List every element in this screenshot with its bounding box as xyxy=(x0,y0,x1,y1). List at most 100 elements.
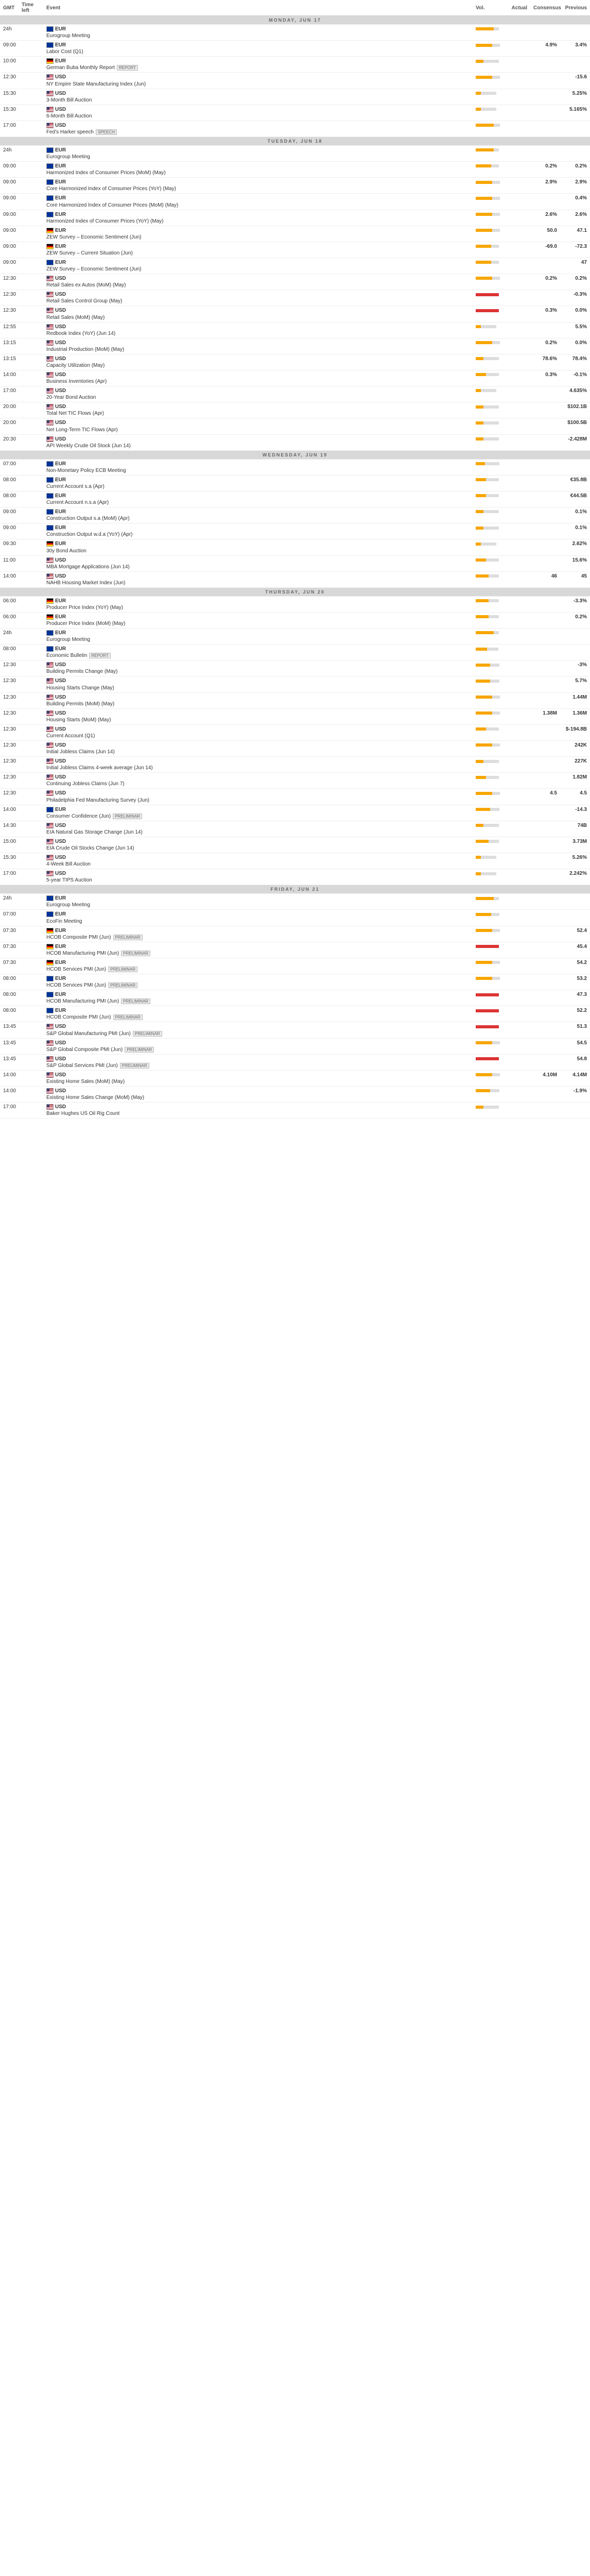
currency-code: EUR xyxy=(55,807,66,812)
event-row[interactable]: 09:00EURCore Harmonized Index of Consume… xyxy=(0,178,590,194)
event-row[interactable]: 12:30USDPhiladelphia Fed Manufacturing S… xyxy=(0,789,590,805)
actual-value xyxy=(506,1087,530,1103)
event-row[interactable]: 12:30USDContinuing Jobless Claims (Jun 7… xyxy=(0,773,590,789)
event-row[interactable]: 12:30USDHousing Starts Change (May)5.7% xyxy=(0,676,590,692)
currency-code: USD xyxy=(55,1024,66,1030)
event-row[interactable]: 12:30USDBuilding Permits Change (May)-3% xyxy=(0,660,590,676)
event-row[interactable]: 10:00EURGerman Buba Monthly ReportREPORT xyxy=(0,57,590,73)
time-left xyxy=(19,89,43,105)
event-row[interactable]: 14:30USDEIA Natural Gas Storage Change (… xyxy=(0,821,590,837)
event-row[interactable]: 20:30USDAPI Weekly Crude Oil Stock (Jun … xyxy=(0,434,590,450)
event-row[interactable]: 09:00EURZEW Survey – Economic Sentiment … xyxy=(0,258,590,274)
event-row[interactable]: 14:00USDExisting Home Sales (MoM) (May)4… xyxy=(0,1070,590,1086)
event-row[interactable]: 14:00EURConsumer Confidence (Jun)PRELIMI… xyxy=(0,805,590,821)
event-row[interactable]: 15:30USD6-Month Bill Auction5.165% xyxy=(0,105,590,121)
volatility-bar xyxy=(473,162,506,178)
event-row[interactable]: 13:45USDS&P Global Composite PMI (Jun)PR… xyxy=(0,1038,590,1054)
event-row[interactable]: 06:00EURProducer Price Index (YoY) (May)… xyxy=(0,596,590,612)
event-row[interactable]: 14:00USDNAHB Housing Market Index (Jun)4… xyxy=(0,571,590,587)
event-row[interactable]: 15:00USDEIA Crude Oil Stocks Change (Jun… xyxy=(0,837,590,853)
event-row[interactable]: 09:00EURConstruction Output s.a (MoM) (A… xyxy=(0,507,590,523)
event-name: EIA Natural Gas Storage Change (Jun 14) xyxy=(46,829,143,835)
event-row[interactable]: 12:30USDRetail Sales ex Autos (MoM) (May… xyxy=(0,274,590,290)
previous-value: -72.3 xyxy=(560,242,590,258)
event-row[interactable]: 07:30EURHCOB Manufacturing PMI (Jun)PREL… xyxy=(0,942,590,958)
consensus-value xyxy=(530,629,560,645)
event-row[interactable]: 09:00EURCore Harmonized Index of Consume… xyxy=(0,194,590,210)
event-row[interactable]: 13:45USDS&P Global Manufacturing PMI (Ju… xyxy=(0,1022,590,1038)
event-row[interactable]: 13:15USDCapacity Utilization (May)78.6%7… xyxy=(0,354,590,370)
consensus-value xyxy=(530,853,560,869)
event-row[interactable]: 07:30EURHCOB Composite PMI (Jun)PRELIMIN… xyxy=(0,926,590,942)
event-name: ZEW Survey – Economic Sentiment (Jun) xyxy=(46,234,142,240)
flag-icon xyxy=(46,823,54,828)
volatility-bar xyxy=(473,629,506,645)
event-name: Labor Cost (Q1) xyxy=(46,49,83,55)
event-row[interactable]: 24hEUREurogroup Meeting xyxy=(0,25,590,41)
currency-code: USD xyxy=(55,839,66,844)
event-name: German Buba Monthly Report xyxy=(46,65,115,71)
event-row[interactable]: 12:55USDRedbook Index (YoY) (Jun 14)5.5% xyxy=(0,322,590,338)
event-row[interactable]: 09:00EURLabor Cost (Q1)4.9%3.4% xyxy=(0,41,590,57)
event-row[interactable]: 08:00EURHCOB Manufacturing PMI (Jun)PREL… xyxy=(0,990,590,1006)
event-row[interactable]: 09:00EURConstruction Output w.d.a (YoY) … xyxy=(0,523,590,539)
event-cell: EUREurogroup Meeting xyxy=(43,145,473,161)
event-row[interactable]: 15:30USD4-Week Bill Auction5.26% xyxy=(0,853,590,869)
event-row[interactable]: 09:00EURHarmonized Index of Consumer Pri… xyxy=(0,210,590,226)
event-row[interactable]: 15:30USD3-Month Bill Auction5.25% xyxy=(0,89,590,105)
event-row[interactable]: 12:30USDInitial Jobless Claims 4-week av… xyxy=(0,757,590,773)
event-row[interactable]: 12:30USDNY Empire State Manufacturing In… xyxy=(0,73,590,89)
event-row[interactable]: 13:45USDS&P Global Services PMI (Jun)PRE… xyxy=(0,1054,590,1070)
event-row[interactable]: 17:00USDBaker Hughes US Oil Rig Count xyxy=(0,1103,590,1118)
event-row[interactable]: 12:30USDInitial Jobless Claims (Jun 14)2… xyxy=(0,741,590,757)
event-row[interactable]: 11:00USDMBA Mortgage Applications (Jun 1… xyxy=(0,555,590,571)
previous-value: 47.1 xyxy=(560,226,590,242)
volatility-bar xyxy=(473,926,506,942)
event-row[interactable]: 09:00EURZEW Survey – Current Situation (… xyxy=(0,242,590,258)
currency-code: USD xyxy=(55,436,66,442)
event-row[interactable]: 12:30USDHousing Starts (MoM) (May)1.38M1… xyxy=(0,708,590,724)
event-row[interactable]: 07:30EURHCOB Services PMI (Jun)PRELIMINA… xyxy=(0,958,590,974)
event-row[interactable]: 14:00USDBusiness Inventories (Apr)0.3%-0… xyxy=(0,370,590,386)
event-row[interactable]: 06:00EURProducer Price Index (MoM) (May)… xyxy=(0,612,590,628)
event-row[interactable]: 08:00EURCurrent Account s.a (Apr)€35.8B xyxy=(0,475,590,491)
event-row[interactable]: 24hEUREurogroup Meeting xyxy=(0,629,590,645)
event-row[interactable]: 07:00EURNon-Monetary Policy ECB Meeting xyxy=(0,459,590,475)
event-row[interactable]: 20:00USDTotal Net TIC Flows (Apr)$102.1B xyxy=(0,402,590,418)
previous-value: 0.1% xyxy=(560,523,590,539)
event-row[interactable]: 12:30USDRetail Sales (MoM) (May)0.3%0.0% xyxy=(0,306,590,322)
event-row[interactable]: 12:30USDCurrent Account (Q1)$-194.8B xyxy=(0,724,590,740)
flag-icon xyxy=(46,911,54,917)
actual-value xyxy=(506,1103,530,1118)
event-row[interactable]: 09:00EURZEW Survey – Economic Sentiment … xyxy=(0,226,590,242)
volatility-bar xyxy=(473,418,506,434)
consensus-value xyxy=(530,57,560,73)
event-row[interactable]: 09:00EURHarmonized Index of Consumer Pri… xyxy=(0,162,590,178)
event-row[interactable]: 17:00USD5-year TIPS Auction2.242% xyxy=(0,869,590,885)
event-cell: EURProducer Price Index (YoY) (May) xyxy=(43,596,473,612)
event-row[interactable]: 08:00EURHCOB Services PMI (Jun)PRELIMINA… xyxy=(0,974,590,990)
volatility-bar xyxy=(473,434,506,450)
event-row[interactable]: 08:00EURHCOB Composite PMI (Jun)PRELIMIN… xyxy=(0,1006,590,1022)
event-row[interactable]: 17:00USD20-Year Bond Auction4.635% xyxy=(0,386,590,402)
event-row[interactable]: 08:00EURCurrent Account n.s.a (Apr)€44.5… xyxy=(0,491,590,507)
event-name: HCOB Services PMI (Jun) xyxy=(46,982,106,988)
event-row[interactable]: 24hEUREurogroup Meeting xyxy=(0,145,590,161)
event-row[interactable]: 13:15USDIndustrial Production (MoM) (May… xyxy=(0,338,590,354)
event-row[interactable]: 08:00EUREconomic BulletinREPORT xyxy=(0,645,590,660)
event-row[interactable]: 12:30USDRetail Sales Control Group (May)… xyxy=(0,290,590,306)
event-row[interactable]: 12:30USDBuilding Permits (MoM) (May)1.44… xyxy=(0,692,590,708)
consensus-value: 2.9% xyxy=(530,178,560,194)
event-row[interactable]: 14:00USDExisting Home Sales Change (MoM)… xyxy=(0,1087,590,1103)
time-left xyxy=(19,1103,43,1118)
event-row[interactable]: 17:00USDFed's Harker speechSPEECH xyxy=(0,121,590,137)
previous-value: 0.2% xyxy=(560,612,590,628)
col-previous: Previous xyxy=(560,0,590,16)
event-row[interactable]: 24hEUREurogroup Meeting xyxy=(0,894,590,910)
consensus-value xyxy=(530,491,560,507)
event-row[interactable]: 09:30EUR30y Bond Auction2.62% xyxy=(0,539,590,555)
event-row[interactable]: 20:00USDNet Long-Term TIC Flows (Apr)$10… xyxy=(0,418,590,434)
consensus-value xyxy=(530,645,560,660)
flag-icon xyxy=(46,557,54,563)
event-row[interactable]: 07:00EUREcoFin Meeting xyxy=(0,910,590,926)
